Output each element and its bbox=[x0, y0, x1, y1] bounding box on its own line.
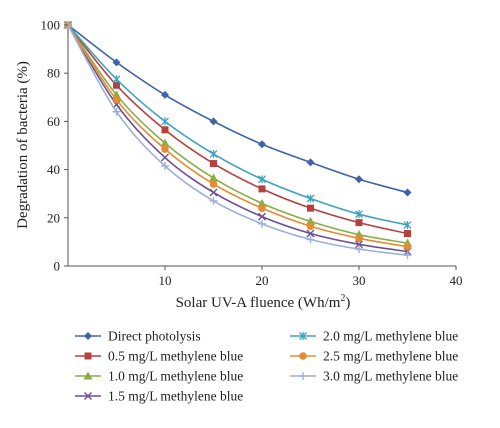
data-point bbox=[209, 180, 218, 188]
data-point bbox=[209, 149, 218, 158]
x-tick-label: 20 bbox=[256, 273, 269, 288]
data-point bbox=[355, 240, 363, 249]
y-tick-label: 100 bbox=[41, 18, 61, 33]
legend-label: 3.0 mg/L methylene blue bbox=[323, 369, 458, 384]
legend-label: 2.0 mg/L methylene blue bbox=[323, 329, 458, 344]
data-point bbox=[306, 158, 315, 167]
x-tick-label: 30 bbox=[353, 273, 366, 288]
series-line bbox=[67, 24, 408, 194]
data-point bbox=[403, 242, 412, 251]
legend-item: 2.5 mg/L methylene blue bbox=[290, 349, 458, 364]
series-6 bbox=[64, 21, 412, 251]
data-point bbox=[258, 140, 266, 149]
data-point bbox=[355, 245, 363, 254]
data-point bbox=[307, 204, 314, 212]
series-line bbox=[67, 24, 408, 253]
legend-item: Direct photolysis bbox=[75, 329, 201, 344]
data-point bbox=[306, 229, 315, 238]
legend-marker bbox=[84, 392, 92, 400]
data-point bbox=[209, 188, 218, 197]
data-point bbox=[161, 126, 169, 134]
x-axis-title-end: ) bbox=[345, 295, 350, 311]
legend-marker bbox=[299, 352, 307, 360]
data-point bbox=[112, 58, 121, 67]
data-point bbox=[306, 222, 315, 231]
data-point bbox=[258, 204, 266, 212]
data-point bbox=[404, 229, 411, 237]
legend-item: 1.0 mg/L methylene blue bbox=[75, 369, 243, 384]
data-point bbox=[209, 117, 218, 126]
tick-labels: 0 20 40 60 80 100 10 20 30 40 bbox=[41, 18, 463, 289]
legend-label: Direct photolysis bbox=[108, 329, 201, 344]
data-point bbox=[355, 219, 363, 227]
legend-marker bbox=[299, 372, 307, 380]
x-tick-label: 10 bbox=[159, 273, 172, 288]
y-tick-label: 60 bbox=[47, 114, 60, 129]
legend-label: 1.5 mg/L methylene blue bbox=[108, 389, 243, 404]
data-point bbox=[403, 251, 412, 260]
data-point bbox=[258, 212, 266, 221]
data-point bbox=[355, 210, 363, 219]
legend-item: 2.0 mg/L methylene blue bbox=[290, 329, 458, 344]
x-tick-label: 40 bbox=[450, 273, 463, 288]
data-point bbox=[161, 117, 169, 126]
y-tick-label: 0 bbox=[54, 259, 61, 274]
data-point bbox=[161, 90, 169, 99]
data-point bbox=[112, 107, 121, 116]
data-point bbox=[113, 81, 120, 89]
data-point bbox=[258, 219, 266, 228]
data-point bbox=[403, 221, 412, 230]
data-point bbox=[112, 95, 121, 104]
legend-marker bbox=[84, 332, 92, 340]
legend-marker bbox=[84, 352, 92, 360]
legend-label: 2.5 mg/L methylene blue bbox=[323, 349, 458, 364]
legend-item: 1.5 mg/L methylene blue bbox=[75, 389, 243, 404]
legend-marker bbox=[299, 332, 307, 340]
data-point bbox=[161, 153, 169, 162]
data-point bbox=[355, 234, 363, 243]
data-point bbox=[258, 185, 266, 193]
legend: Direct photolysis 0.5 mg/L methylene blue… bbox=[75, 329, 458, 404]
y-tick-label: 80 bbox=[47, 66, 60, 81]
y-tick-label: 20 bbox=[47, 210, 60, 225]
legend-label: 1.0 mg/L methylene blue bbox=[108, 369, 243, 384]
y-tick-label: 40 bbox=[47, 162, 60, 177]
data-point bbox=[258, 175, 266, 184]
series-line bbox=[67, 24, 408, 226]
data-point bbox=[403, 188, 412, 197]
series-layer bbox=[63, 20, 412, 260]
x-axis-title-superscript: 2 bbox=[340, 293, 345, 304]
series-2 bbox=[64, 21, 411, 237]
data-point bbox=[355, 175, 363, 184]
y-axis-title: Degradation of bacteria (%) bbox=[15, 61, 31, 229]
legend-label: 0.5 mg/L methylene blue bbox=[108, 349, 243, 364]
data-point bbox=[306, 216, 315, 225]
data-point bbox=[161, 161, 169, 170]
legend-item: 0.5 mg/L methylene blue bbox=[75, 349, 243, 364]
legend-marker bbox=[83, 371, 93, 380]
series-1 bbox=[64, 21, 412, 197]
data-point bbox=[160, 138, 170, 147]
data-point bbox=[209, 173, 218, 182]
series-line bbox=[67, 24, 408, 235]
data-point bbox=[209, 196, 218, 205]
data-point bbox=[210, 160, 217, 168]
data-point bbox=[112, 75, 121, 84]
x-axis-title-main: Solar UV-A fluence (Wh/m bbox=[176, 295, 341, 311]
data-point bbox=[161, 145, 169, 153]
legend-item: 3.0 mg/L methylene blue bbox=[290, 369, 458, 384]
data-point bbox=[306, 194, 315, 203]
data-point bbox=[306, 235, 315, 244]
data-point bbox=[257, 198, 267, 207]
x-axis-title: Solar UV-A fluence (Wh/m2) bbox=[176, 293, 351, 311]
